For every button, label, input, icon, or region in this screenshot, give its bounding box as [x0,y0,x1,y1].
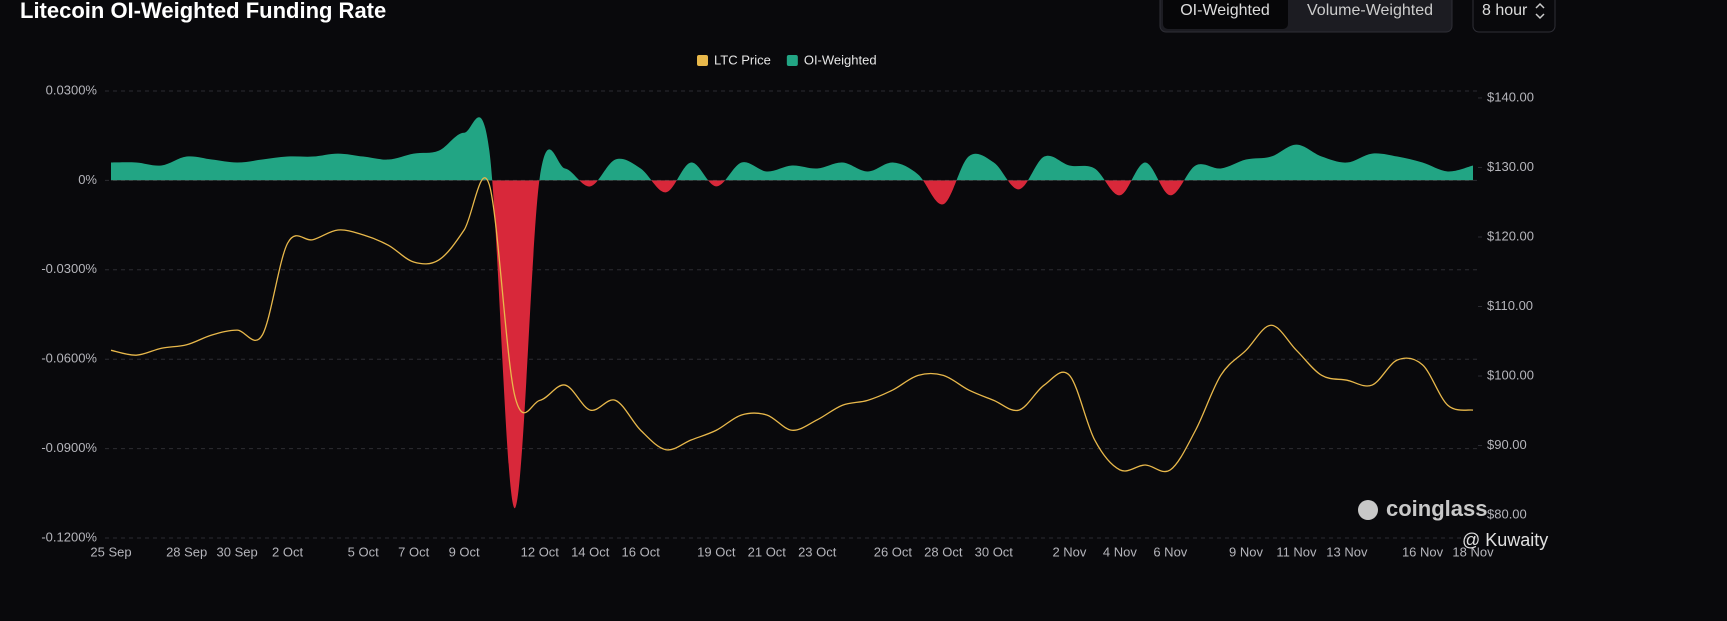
y2-tick-label: $90.00 [1487,437,1527,452]
chart-title: Litecoin OI-Weighted Funding Rate [20,0,386,23]
x-tick-label: 9 Oct [449,544,480,559]
x-tick-label: 12 Oct [521,544,560,559]
tab-active[interactable] [1163,0,1288,29]
x-tick-label: 21 Oct [748,544,787,559]
legend-swatch [786,55,798,66]
y2-tick-label: $100.00 [1487,367,1534,382]
x-tick-label: 7 Oct [398,544,429,559]
x-tick-label: 28 Sep [166,544,207,559]
y-tick-label: -0.1200% [41,529,97,544]
x-tick-label: 23 Oct [798,544,837,559]
x-tick-label: 2 Nov [1052,544,1086,559]
y2-tick-label: $120.00 [1487,228,1534,243]
x-tick-label: 16 Nov [1402,544,1444,559]
x-tick-label: 9 Nov [1229,544,1263,559]
select-arrows [1535,2,1545,20]
y-tick-label: 0.0300% [46,82,98,97]
x-tick-label: 2 Oct [272,544,303,559]
x-tick-label: 30 Oct [975,544,1014,559]
x-tick-label: 11 Nov [1276,544,1317,559]
x-tick-label: 18 Nov [1452,544,1494,559]
watermark-credit: @ Kuwaity [1462,530,1548,550]
tab-label[interactable]: OI-Weighted [1180,2,1270,19]
plot: 0.0300% 0% -0.0300% -0.0600% -0.0900% -0.1200… [41,82,1534,559]
y2-tick-label: $80.00 [1487,506,1527,521]
y-tick-label: -0.0900% [41,440,97,455]
y-tick-label: 0% [78,172,97,187]
x-tick-label: 5 Oct [348,544,379,559]
x-tick-label: 16 Oct [622,544,661,559]
x-tick-label: 6 Nov [1153,544,1187,559]
legend-label: OI-Weighted [804,52,877,67]
x-tick-label: 30 Sep [217,544,258,559]
x-tick-label: 25 Sep [90,544,131,559]
x-tick-label: 26 Oct [874,544,913,559]
watermark-logo [1358,500,1378,520]
x-tick-label: 14 Oct [571,544,610,559]
area-positive [111,117,1473,181]
y-tick-label: -0.0600% [41,351,97,366]
y2-tick-label: $130.00 [1487,159,1534,174]
y-tick-label: -0.0300% [41,261,97,276]
watermark-brand: coinglass [1386,496,1487,521]
x-tick-label: 19 Oct [697,544,736,559]
x-tick-label: 13 Nov [1326,544,1368,559]
legend-swatch [697,55,708,66]
y2-tick-label: $110.00 [1487,298,1533,313]
legend-label: LTC Price [714,52,771,67]
price-line [110,177,1474,473]
x-tick-label: 28 Oct [924,544,963,559]
interval-label[interactable]: 8 hour [1482,2,1528,19]
tab-label[interactable]: Volume-Weighted [1307,2,1433,19]
interval-select[interactable] [1472,0,1556,33]
x-tick-label: 4 Nov [1103,544,1137,559]
y2-tick-label: $140.00 [1487,89,1534,104]
